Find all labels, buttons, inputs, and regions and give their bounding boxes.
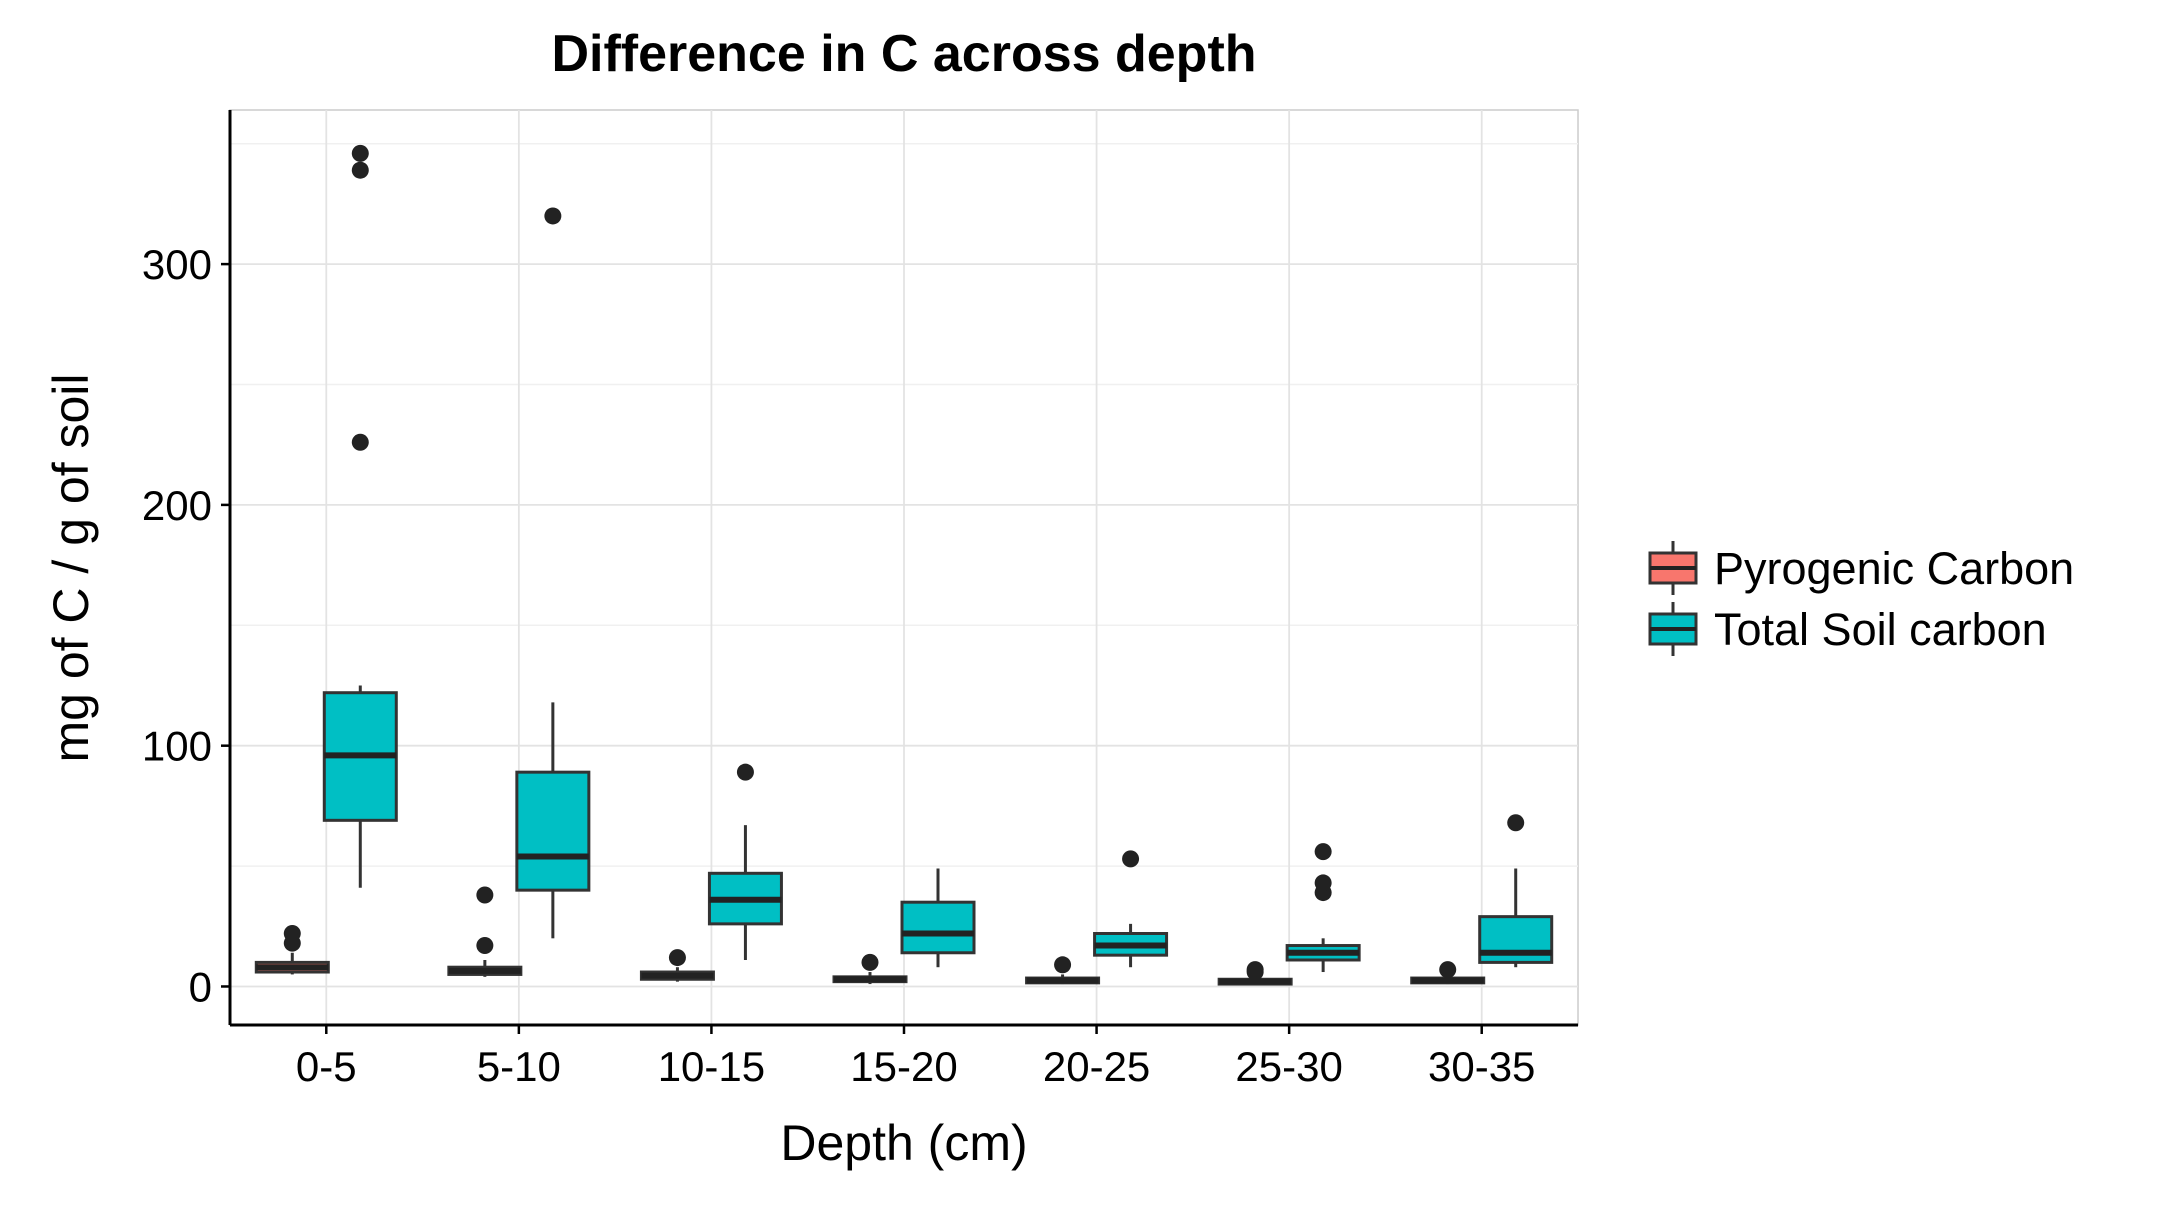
y-tick-label: 300	[142, 241, 212, 288]
outlier-point	[351, 161, 369, 179]
outlier-point	[736, 763, 754, 781]
y-tick-label: 0	[189, 963, 212, 1010]
y-tick-label: 200	[142, 482, 212, 529]
outlier-point	[1122, 850, 1140, 868]
box-iqr	[900, 900, 976, 955]
box-pyrogenic-carbon	[832, 953, 908, 985]
chart-title: Difference in C across depth	[551, 25, 1256, 83]
legend-item: Total Soil carbon	[1648, 602, 2047, 656]
box-pyrogenic-carbon	[1217, 961, 1293, 986]
box-total-soil-carbon	[322, 144, 398, 888]
box-total-soil-carbon	[707, 763, 783, 960]
legend-label: Total Soil carbon	[1714, 604, 2047, 655]
outlier-point	[1314, 874, 1332, 892]
y-axis-title: mg of C / g of soil	[43, 373, 99, 762]
outlier-point	[1439, 961, 1457, 979]
legend-label: Pyrogenic Carbon	[1714, 543, 2074, 594]
legend: Pyrogenic Carbon Total Soil carbon	[1648, 541, 2074, 656]
x-tick-label: 0-5	[296, 1043, 357, 1090]
x-tick-label: 25-30	[1235, 1043, 1342, 1090]
box-total-soil-carbon	[1285, 843, 1361, 973]
plot-marks	[254, 144, 1554, 986]
x-tick-label: 30-35	[1428, 1043, 1535, 1090]
box-pyrogenic-carbon	[447, 886, 523, 977]
outlier-point	[351, 433, 369, 451]
outlier-point	[544, 207, 562, 225]
outlier-point	[668, 949, 686, 967]
box-total-soil-carbon	[1478, 814, 1554, 968]
x-tick-label: 20-25	[1043, 1043, 1150, 1090]
box-pyrogenic-carbon	[254, 925, 330, 975]
outlier-point	[1246, 961, 1264, 979]
y-tick-label: 100	[142, 723, 212, 770]
outlier-point	[1054, 956, 1072, 974]
box-pyrogenic-carbon	[1410, 961, 1486, 985]
x-axis-title: Depth (cm)	[780, 1115, 1027, 1171]
x-tick-label: 5-10	[477, 1043, 561, 1090]
outlier-point	[1314, 843, 1332, 861]
outlier-point	[283, 925, 301, 942]
legend-item: Pyrogenic Carbon	[1648, 541, 2074, 595]
outlier-point	[1507, 814, 1525, 832]
plot-axes: 0 100 200 300 0-5 5-10 10-15 15-20 20-25 25-30 30-…	[142, 110, 1578, 1090]
box-pyrogenic-carbon	[1025, 956, 1101, 985]
box-pyrogenic-carbon	[639, 949, 715, 982]
plot-panel	[229, 109, 1579, 1026]
outlier-point	[861, 953, 879, 971]
outlier-point	[476, 937, 494, 955]
outlier-point	[476, 886, 494, 904]
box-total-soil-carbon	[900, 868, 976, 968]
box-total-soil-carbon	[1093, 850, 1169, 968]
box-iqr	[515, 770, 591, 892]
outlier-point	[351, 144, 369, 162]
box-total-soil-carbon	[515, 207, 591, 939]
x-tick-label: 15-20	[850, 1043, 957, 1090]
x-tick-label: 10-15	[658, 1043, 765, 1090]
